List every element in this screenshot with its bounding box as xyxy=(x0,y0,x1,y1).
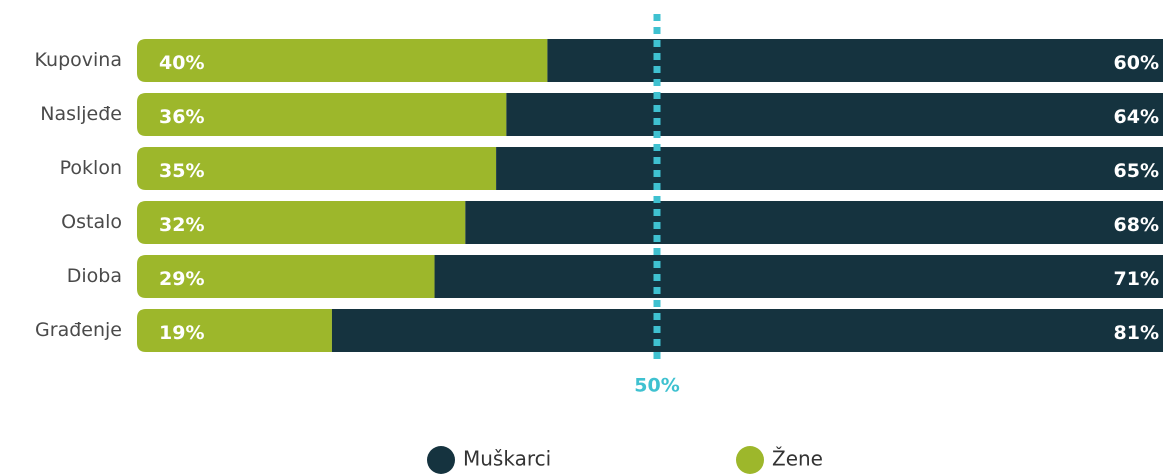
legend-label: Žene xyxy=(772,447,823,471)
value-label: 36% xyxy=(159,106,204,128)
reference-label: 50% xyxy=(634,375,679,397)
bar-segment xyxy=(137,147,497,190)
category-label: Građenje xyxy=(35,319,122,341)
bar-segment xyxy=(137,201,466,244)
bar-segment xyxy=(496,147,1164,190)
bar-segment xyxy=(434,255,1163,298)
value-label: 40% xyxy=(159,52,204,74)
value-label: 64% xyxy=(1114,106,1159,128)
category-label: Ostalo xyxy=(61,211,122,233)
category-label: Poklon xyxy=(60,157,122,179)
bar-segment xyxy=(137,309,332,352)
value-label: 81% xyxy=(1114,322,1159,344)
bar-segment xyxy=(547,39,1163,82)
value-label: 32% xyxy=(159,214,204,236)
value-label: 65% xyxy=(1114,160,1159,182)
legend-swatch xyxy=(736,446,764,474)
bar-segment xyxy=(137,39,548,82)
value-label: 68% xyxy=(1114,214,1159,236)
value-label: 60% xyxy=(1114,52,1159,74)
category-label: Nasljeđe xyxy=(40,103,122,125)
bar-segment xyxy=(506,93,1163,136)
legend-swatch xyxy=(427,446,455,474)
bar-segment xyxy=(331,309,1163,352)
bar-segment xyxy=(465,201,1163,244)
value-label: 19% xyxy=(159,322,204,344)
legend-label: Muškarci xyxy=(463,447,551,471)
bar-segment xyxy=(137,93,507,136)
category-label: Dioba xyxy=(67,265,122,287)
value-label: 35% xyxy=(159,160,204,182)
category-label: Kupovina xyxy=(35,49,122,71)
value-label: 29% xyxy=(159,268,204,290)
bar-segment xyxy=(137,255,435,298)
value-label: 71% xyxy=(1114,268,1159,290)
